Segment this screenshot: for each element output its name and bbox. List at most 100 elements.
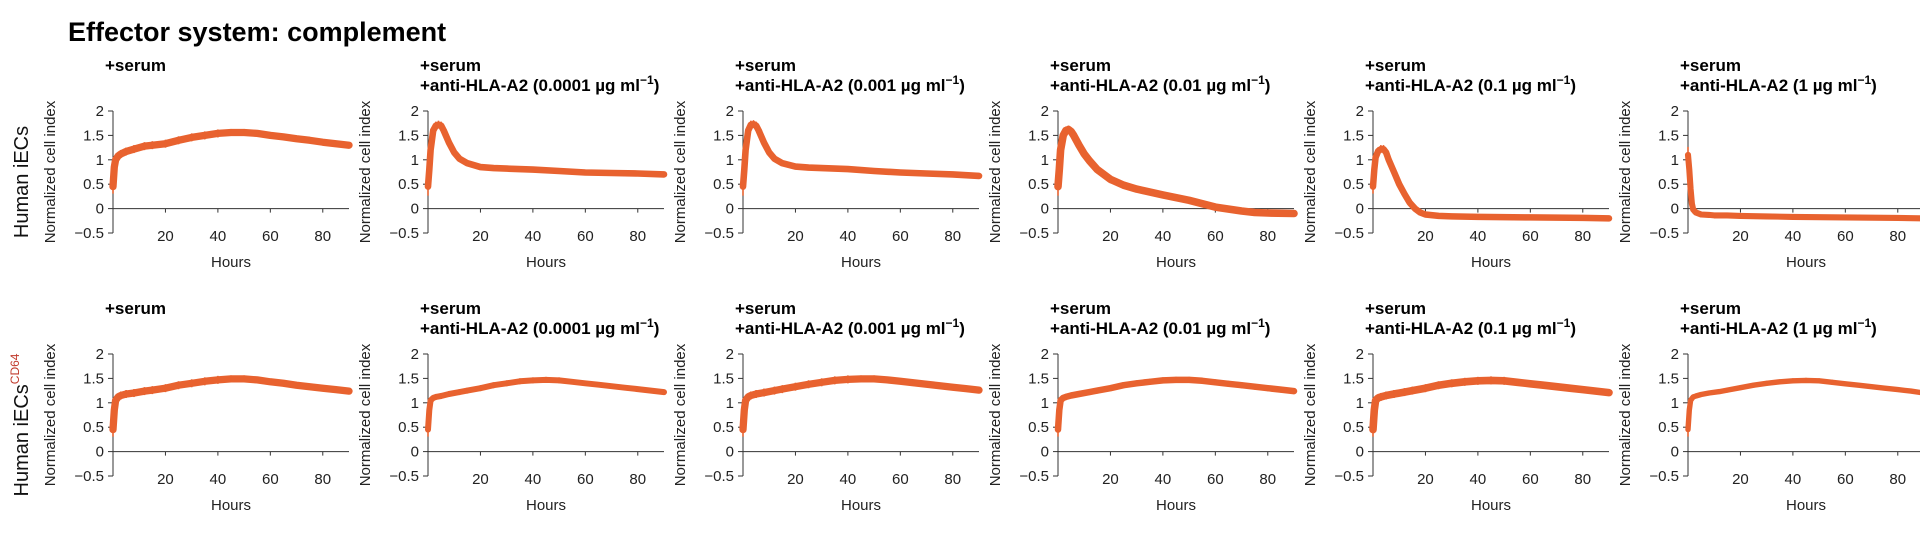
panel-title-unit-superscript: −1 xyxy=(1857,73,1871,87)
y-tick-label: 1 xyxy=(726,152,734,169)
panel-title-antibody-text: +anti-HLA-A2 (0.0001 µg ml xyxy=(420,76,640,95)
y-tick-label: 0 xyxy=(1356,201,1364,218)
row-label-text: Human iECs xyxy=(11,126,33,238)
x-axis-label: Hours xyxy=(211,497,251,514)
data-series-line xyxy=(425,376,667,433)
y-tick-label: 0 xyxy=(96,444,104,461)
y-tick-label: 0.5 xyxy=(398,176,419,193)
y-tick-label: −0.5 xyxy=(74,225,104,242)
panel-title-antibody: +anti-HLA-A2 (1 µg ml−1) xyxy=(1680,316,1877,338)
data-series-line xyxy=(1054,125,1298,218)
y-axis-label: Normalized cell index xyxy=(672,343,689,486)
chart-panel: +serum+anti-HLA-A2 (0.1 µg ml−1) −0.5 0 0.5… xyxy=(1302,299,1613,514)
y-tick-label: 1.5 xyxy=(1658,370,1679,387)
row-label: Human iECs xyxy=(11,126,33,238)
panel-title-serum: +serum xyxy=(1365,56,1426,75)
y-axis-label: Normalized cell index xyxy=(357,100,374,243)
panel-title-close-paren: ) xyxy=(1871,319,1877,338)
y-tick-label: 2 xyxy=(1041,346,1049,363)
x-tick-label: 80 xyxy=(629,471,646,488)
x-tick-label: 80 xyxy=(1889,471,1906,488)
x-tick-label: 60 xyxy=(577,471,594,488)
data-series-line xyxy=(109,128,353,191)
panel-title-serum: +serum xyxy=(420,56,481,75)
panel-title-unit-superscript: −1 xyxy=(946,316,960,330)
y-axis-label: Normalized cell index xyxy=(1617,343,1634,486)
panel-title-serum: +serum xyxy=(1050,56,1111,75)
x-axis-label: Hours xyxy=(526,497,566,514)
y-tick-label: 0.5 xyxy=(1028,176,1049,193)
panel-title-close-paren: ) xyxy=(1265,76,1271,95)
data-series-line xyxy=(424,121,668,190)
x-tick-label: 60 xyxy=(1837,228,1854,245)
chart-panel: +serum+anti-HLA-A2 (1 µg ml−1) −0.5 0 0.5 1 1… xyxy=(1617,56,1920,271)
x-tick-label: 20 xyxy=(157,471,174,488)
y-tick-label: 1 xyxy=(1356,152,1364,169)
y-tick-label: 0 xyxy=(726,201,734,218)
y-tick-label: 2 xyxy=(1356,103,1364,120)
panel-title-close-paren: ) xyxy=(959,76,965,95)
x-tick-label: 20 xyxy=(1732,228,1749,245)
panel-title-unit-superscript: −1 xyxy=(1857,316,1871,330)
data-series-line xyxy=(1369,145,1613,222)
data-series-line xyxy=(1054,376,1298,433)
x-tick-label: 40 xyxy=(1470,471,1487,488)
y-tick-label: 1 xyxy=(411,395,419,412)
y-tick-label: 2 xyxy=(1671,103,1679,120)
y-tick-label: 1 xyxy=(1356,395,1364,412)
x-axis-label: Hours xyxy=(526,254,566,271)
y-tick-label: −0.5 xyxy=(389,468,419,485)
y-tick-label: 1 xyxy=(1671,152,1679,169)
x-tick-label: 40 xyxy=(525,228,542,245)
panel-title-antibody-text: +anti-HLA-A2 (0.001 µg ml xyxy=(735,319,946,338)
data-series-line xyxy=(739,375,983,434)
panel-title-antibody-text: +anti-HLA-A2 (0.1 µg ml xyxy=(1365,319,1557,338)
y-tick-label: −0.5 xyxy=(74,468,104,485)
chart-panel: +serum+anti-HLA-A2 (0.01 µg ml−1) −0.5 0 0.… xyxy=(987,56,1298,271)
y-tick-label: −0.5 xyxy=(704,225,734,242)
x-tick-label: 80 xyxy=(1574,471,1591,488)
panel-title-antibody-text: +anti-HLA-A2 (0.1 µg ml xyxy=(1365,76,1557,95)
y-tick-label: −0.5 xyxy=(389,225,419,242)
y-tick-label: 0.5 xyxy=(1658,419,1679,436)
y-axis-label: Normalized cell index xyxy=(987,100,1004,243)
y-axis-label: Normalized cell index xyxy=(987,343,1004,486)
x-tick-label: 60 xyxy=(892,228,909,245)
y-tick-label: 0.5 xyxy=(83,176,104,193)
y-tick-label: 0 xyxy=(1041,201,1049,218)
chart-panel: +serum+anti-HLA-A2 (0.01 µg ml−1) −0.5 0 0.… xyxy=(987,299,1298,514)
x-tick-label: 40 xyxy=(1785,471,1802,488)
x-tick-label: 40 xyxy=(840,471,857,488)
y-tick-label: −0.5 xyxy=(1649,468,1679,485)
x-tick-label: 80 xyxy=(1889,228,1906,245)
y-tick-label: 2 xyxy=(96,346,104,363)
x-tick-label: 20 xyxy=(1417,228,1434,245)
y-tick-label: 1 xyxy=(1041,152,1049,169)
panel-title-close-paren: ) xyxy=(654,319,660,338)
y-tick-label: 0.5 xyxy=(713,419,734,436)
y-tick-label: 1.5 xyxy=(398,127,419,144)
y-tick-label: 2 xyxy=(726,103,734,120)
y-tick-label: 0 xyxy=(1041,444,1049,461)
panel-title-close-paren: ) xyxy=(1570,76,1576,95)
chart-panel: +serum+anti-HLA-A2 (0.0001 µg ml−1) −0.5 0… xyxy=(357,56,668,271)
y-tick-label: 2 xyxy=(96,103,104,120)
y-tick-label: 0 xyxy=(411,201,419,218)
y-tick-label: 1.5 xyxy=(713,370,734,387)
y-tick-label: 1.5 xyxy=(1343,127,1364,144)
y-tick-label: 0 xyxy=(726,444,734,461)
x-tick-label: 80 xyxy=(944,228,961,245)
x-tick-label: 80 xyxy=(629,228,646,245)
x-tick-label: 60 xyxy=(1837,471,1854,488)
panel-title-serum: +serum xyxy=(1680,299,1741,318)
y-tick-label: 0.5 xyxy=(83,419,104,436)
y-tick-label: 0 xyxy=(1671,444,1679,461)
panel-title-antibody: +anti-HLA-A2 (0.01 µg ml−1) xyxy=(1050,316,1270,338)
panel-title-serum: +serum xyxy=(105,299,166,318)
y-tick-label: 1.5 xyxy=(713,127,734,144)
panel-title-antibody: +anti-HLA-A2 (0.0001 µg ml−1) xyxy=(420,73,659,95)
y-tick-label: 1 xyxy=(411,152,419,169)
x-tick-label: 60 xyxy=(1522,471,1539,488)
x-axis-label: Hours xyxy=(211,254,251,271)
